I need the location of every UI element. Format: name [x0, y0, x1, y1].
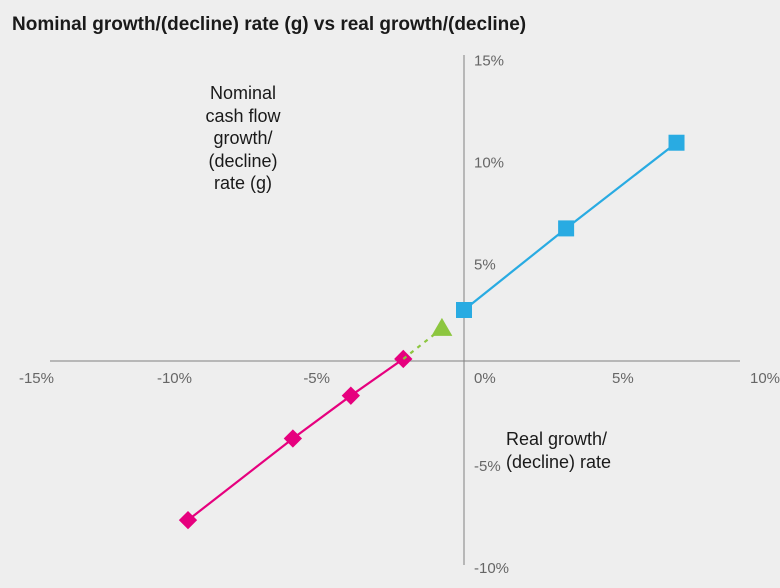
y-tick-label: -10% [474, 560, 509, 577]
positive-series-marker [558, 220, 574, 236]
negative-series-marker [179, 511, 197, 529]
chart-title: Nominal growth/(decline) rate (g) vs rea… [12, 14, 526, 36]
x-tick-label: -15% [19, 370, 54, 387]
y-axis-label: Nominal cash flow growth/ (decline) rate… [188, 82, 298, 195]
chart-root: Nominal growth/(decline) rate (g) vs rea… [0, 0, 780, 588]
x-tick-label: -10% [157, 370, 192, 387]
y-tick-label: 5% [474, 256, 496, 273]
x-tick-label: 0% [474, 370, 496, 387]
y-tick-label: 10% [474, 154, 504, 171]
x-axis-label: Real growth/ (decline) rate [506, 428, 611, 473]
x-tick-label: 5% [612, 370, 634, 387]
negative-series-marker [284, 429, 302, 447]
negative-series-marker [342, 387, 360, 405]
x-tick-label: 10% [750, 370, 780, 387]
mid-series-marker [431, 318, 452, 336]
positive-series-marker [669, 135, 685, 151]
y-tick-label: -5% [474, 458, 501, 475]
chart-svg: -15% -10% -5% 0% 5% 10% -10% -5% 5% 10% 15% [0, 0, 780, 588]
y-tick-label: 15% [474, 52, 504, 69]
x-tick-label: -5% [303, 370, 330, 387]
positive-series-marker [456, 302, 472, 318]
